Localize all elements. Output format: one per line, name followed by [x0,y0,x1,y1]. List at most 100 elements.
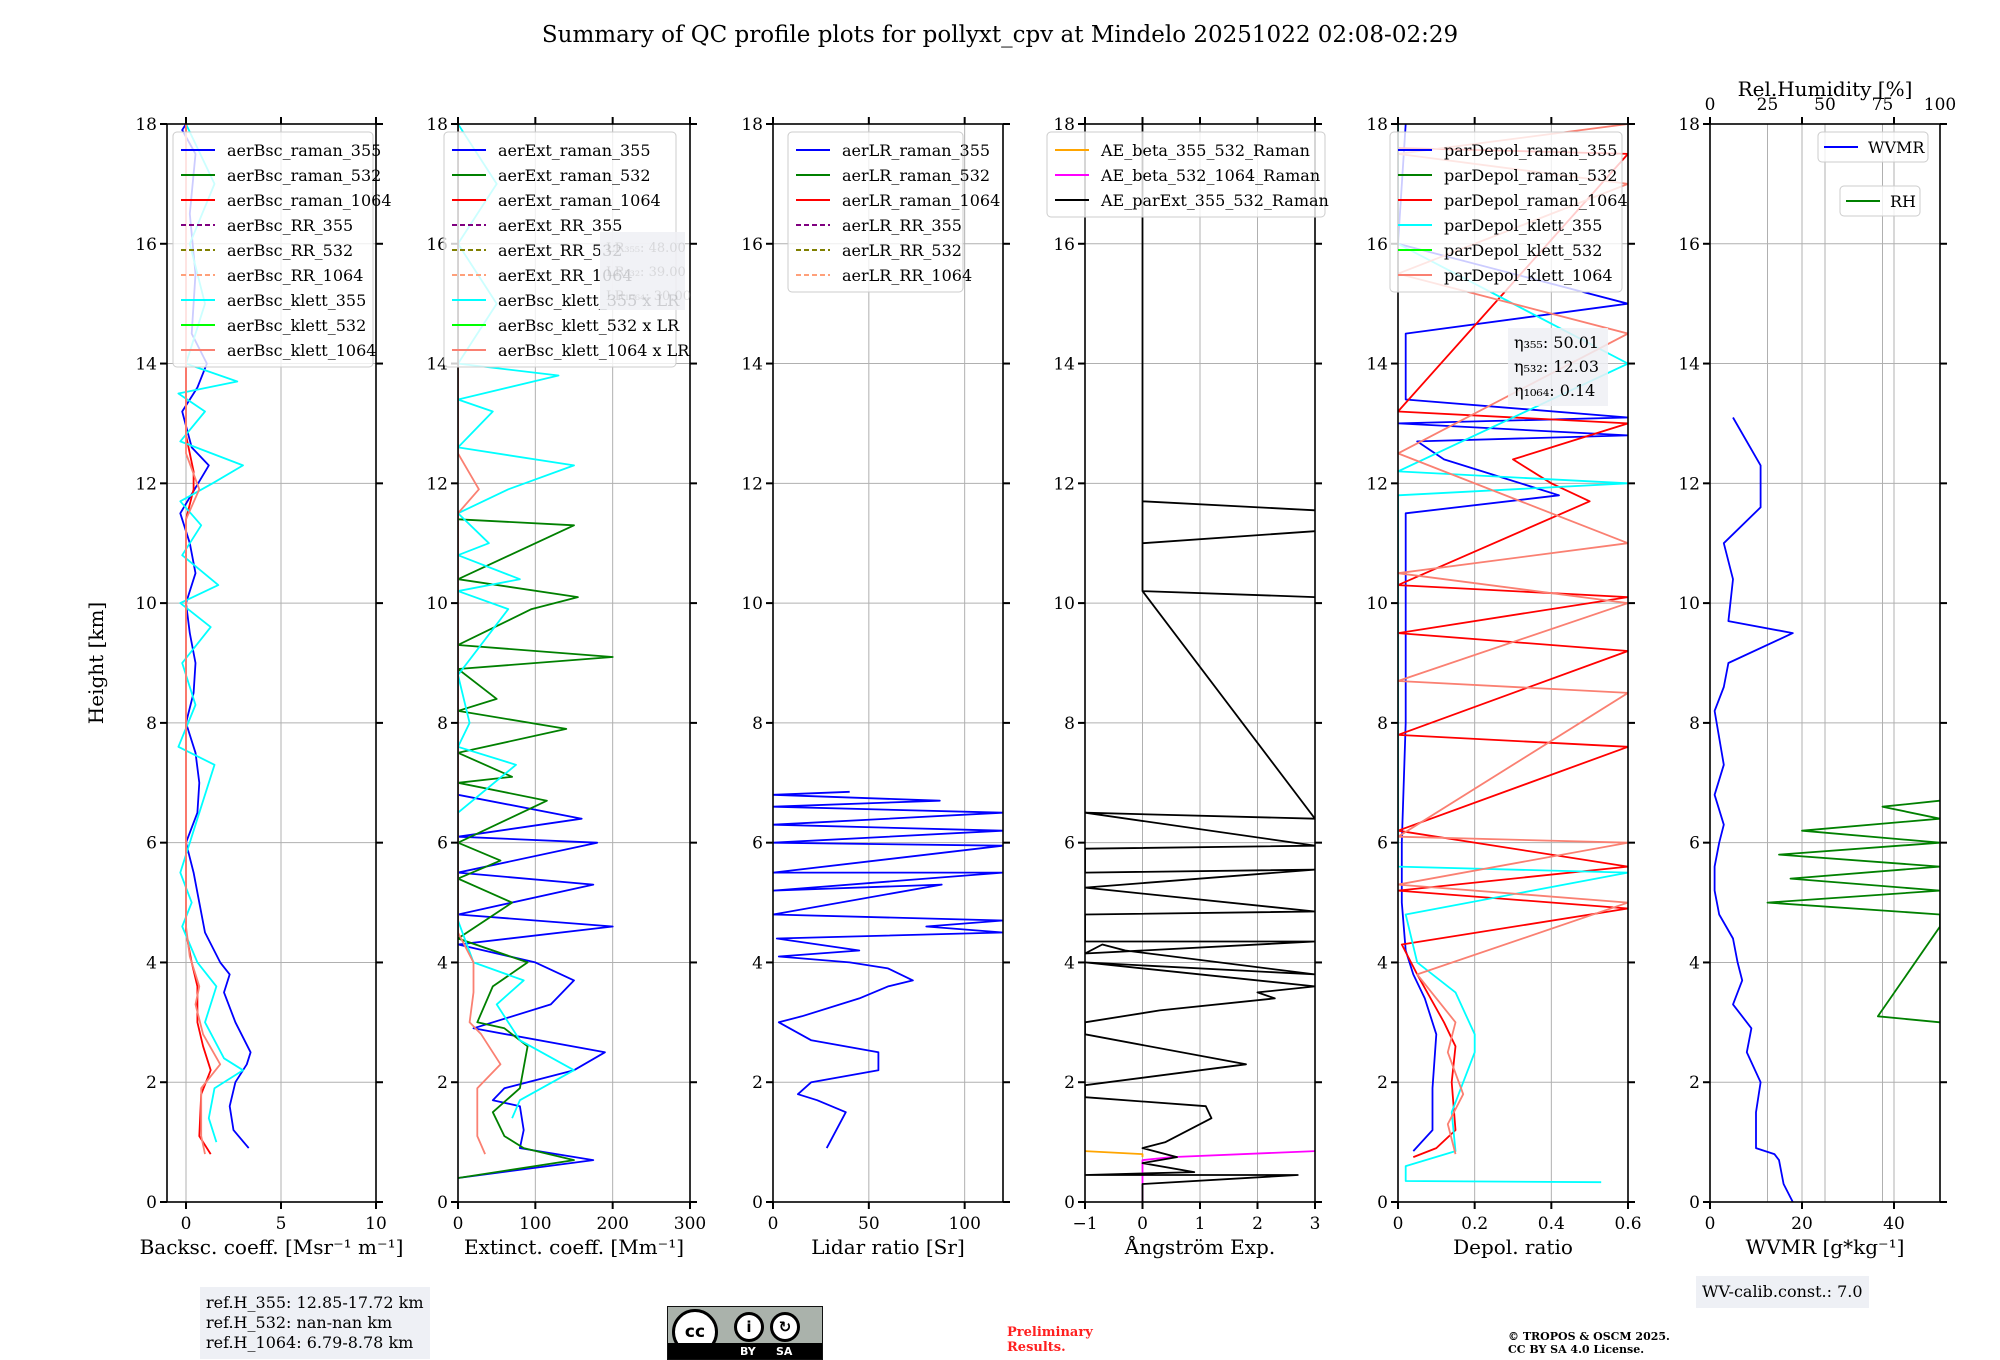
x-tick-label: 0.2 [1461,1214,1488,1234]
legend-label: aerBsc_klett_1064 [227,341,376,360]
legend-rh: RH [1839,185,1921,217]
y-tick-label: 12 [741,474,763,494]
annotation-line: LR₃₅₅: 48.00 [606,241,686,256]
y-tick-label: 6 [1689,834,1700,854]
y-tick-label: 6 [437,834,448,854]
y-tick-label: 2 [1064,1073,1075,1093]
y-tick-label: 2 [1377,1073,1388,1093]
y-tick-label: 0 [1377,1193,1388,1213]
y-tick-label: 18 [426,115,448,135]
preliminary-notice: Preliminary Results. [1007,1325,1093,1355]
y-tick-label: 8 [146,714,157,734]
legend-label: AE_beta_355_532_Raman [1100,141,1310,160]
y-tick-label: 16 [426,235,448,255]
figure-title: Summary of QC profile plots for pollyxt_… [541,22,1459,48]
legend-label: aerBsc_klett_355 [227,291,366,310]
series-pardepol-klett-355 [1398,124,1628,1184]
y-tick-label: 16 [135,235,157,255]
y-tick-label: 16 [1366,235,1388,255]
y-tick-label: 4 [1689,953,1700,973]
legend-label: AE_beta_532_1064_Raman [1100,166,1320,185]
y-tick-label: 4 [437,953,448,973]
y-tick-label: 18 [1678,115,1700,135]
legend-label: aerExt_raman_355 [498,141,651,160]
series-aerbsc-klett-355 [177,124,244,1143]
legend: aerBsc_raman_355 aerBsc_raman_532 aerBsc_r… [172,131,392,368]
ref-height-355: ref.H_355: 12.85-17.72 km [206,1293,424,1312]
legend-label: parDepol_raman_355 [1444,141,1617,160]
y-tick-label: 6 [146,834,157,854]
panel-depol: 0 2 4 6 8 10 12 14 16 18 0 0.2 0.4 0.6 Depol. ratio par… [1366,115,1641,1259]
series-group [1085,124,1315,1202]
y-tick-label: 8 [437,714,448,734]
series-pardepol-klett-1064 [1398,124,1628,1155]
legend-box [1046,131,1326,218]
annotation-depol: η₃₅₅: 50.01 η₅₃₂: 12.03 η₁₀₆₄: 0.14 [1508,328,1608,406]
series-ae-beta-355-532-raman [1085,1150,1144,1158]
series-rh [1766,799,1940,1024]
legend-label: aerExt_raman_532 [498,166,651,185]
y-tick-label: 14 [741,355,763,375]
copyright-line-1: © TROPOS & OSCM 2025. [1508,1330,1670,1343]
legend-box [787,131,964,293]
y-tick-label: 14 [426,355,448,375]
legend-label: parDepol_klett_1064 [1444,266,1613,285]
annotation-box [1508,328,1608,406]
x-tick-label: −1 [1072,1214,1097,1234]
series-pardepol-raman-355 [1398,124,1628,1152]
x-tick-label: 0.4 [1538,1214,1565,1234]
y-tick-label: 18 [1366,115,1388,135]
x-top-tick-label: 50 [1814,95,1836,115]
y-tick-label: 14 [1678,355,1700,375]
annotation-line: LR₁₀₆₄: 30.00 [606,289,691,304]
x-axis-label: Extinct. coeff. [Mm⁻¹] [464,1235,684,1259]
x-tick-label: 40 [1883,1214,1905,1234]
y-tick-label: 6 [1377,834,1388,854]
legend-label: parDepol_raman_1064 [1444,191,1628,210]
legend-label: aerLR_raman_355 [842,141,990,160]
x-tick-label: 300 [674,1214,706,1234]
series-ae-beta-532-1064-raman [1141,1150,1315,1202]
y-tick-label: 8 [1689,714,1700,734]
y-tick-label: 0 [437,1193,448,1213]
legend-label: RH [1890,192,1916,211]
legend: AE_beta_355_532_Raman AE_beta_532_1064_Ra… [1046,131,1329,218]
legend-label: aerBsc_klett_532 x LR [498,316,680,335]
cc-badge-bar [668,1343,822,1359]
x-axis-label: Lidar ratio [Sr] [811,1235,965,1259]
y-tick-label: 8 [1377,714,1388,734]
series-pardepol-raman-1064 [1398,147,1628,1158]
legend-label: aerBsc_klett_1064 x LR [498,341,690,360]
x-tick-label: 3 [1310,1214,1321,1234]
legend-label: aerExt_raman_1064 [498,191,661,210]
legend-label: aerLR_raman_532 [842,166,990,185]
x-top-tick-label: 100 [1924,95,1956,115]
y-tick-label: 12 [426,474,448,494]
y-tick-label: 16 [1678,235,1700,255]
series-group [773,790,1003,1149]
copyright-notice: © TROPOS & OSCM 2025. CC BY SA 4.0 Licen… [1508,1330,1670,1356]
series-aerlr-raman-355 [773,790,1003,1149]
y-tick-label: 2 [752,1073,763,1093]
series-ae-parext-355-532-raman [1085,124,1315,1202]
x-tick-label: 0 [1393,1214,1404,1234]
x-tick-label: 200 [596,1214,628,1234]
legend: parDepol_raman_355 parDepol_raman_532 parD… [1389,131,1628,293]
y-tick-label: 12 [135,474,157,494]
legend-label: aerBsc_RR_1064 [227,266,363,285]
series-aerext-raman-355 [458,793,614,1179]
x-tick-label: 20 [1791,1214,1813,1234]
x-tick-label: 0 [1137,1214,1148,1234]
y-tick-label: 10 [1678,594,1700,614]
copyright-line-2: CC BY SA 4.0 License. [1508,1343,1645,1356]
x-tick-label: 10 [365,1214,387,1234]
axes-frame [166,123,377,1203]
y-tick-label: 4 [752,953,763,973]
legend-label: aerBsc_raman_532 [227,166,381,185]
x-tick-label: 1 [1195,1214,1206,1234]
legend-label: aerBsc_raman_1064 [227,191,392,210]
